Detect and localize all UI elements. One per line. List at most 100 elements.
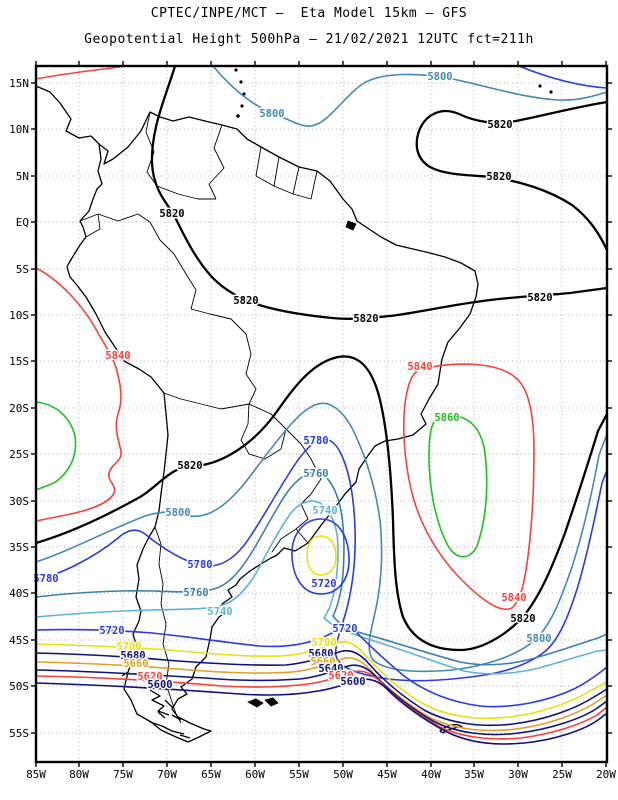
contour-5620-band	[35, 670, 608, 740]
contour-5760-main	[35, 471, 608, 666]
contour-label: 5860	[434, 412, 459, 424]
lat-tick-label: 10S	[9, 309, 29, 322]
coastlines	[35, 68, 553, 743]
contour-5860-west-high	[35, 401, 77, 491]
lon-tick-label: 50W	[333, 768, 353, 781]
contour-5640-band	[35, 664, 608, 736]
contour-label: 5820	[177, 460, 202, 472]
contour-label: 5600	[147, 679, 172, 691]
contour-label: 5740	[207, 606, 232, 618]
contour-label: 5620	[137, 671, 162, 683]
lat-tick-label: 50S	[9, 680, 29, 693]
contour-label: 5700	[311, 637, 336, 649]
lat-tick-label: 15S	[9, 355, 29, 368]
contour-5680-band	[35, 649, 608, 727]
contour-label: 5660	[123, 658, 148, 670]
contour-5660-band	[35, 657, 608, 732]
lat-tick-label: 10N	[9, 123, 29, 136]
contour-label: 5780	[187, 559, 212, 571]
contour-5700-cutoff-ring	[306, 535, 337, 576]
coastline-south-america	[66, 111, 479, 743]
lat-tick-label: 55S	[9, 727, 29, 740]
contour-5720-cutoff-ring	[291, 518, 350, 595]
contour-label: 5620	[328, 670, 353, 682]
axis-labels: 85W 80W 75W 70W 65W 60W 55W 50W 45W 40W 35W 30W 25W 2…	[9, 61, 616, 781]
chart-title: CPTEC/INPE/MCT – Eta Model 15km – GFS	[150, 6, 468, 21]
contour-5720-band	[35, 628, 608, 708]
lon-tick-label: 20W	[596, 768, 616, 781]
contour-label: 5780	[33, 573, 58, 585]
lat-tick-label: 20S	[9, 402, 29, 415]
lon-tick-label: 35W	[464, 768, 484, 781]
contour-label: 5760	[303, 468, 328, 480]
lon-tick-label: 55W	[289, 768, 309, 781]
contour-label: 5600	[340, 676, 365, 688]
coastline-central-america	[35, 85, 100, 145]
contour-label: 5800	[526, 633, 551, 645]
lon-tick-label: 40W	[421, 768, 441, 781]
lon-tick-label: 30W	[508, 768, 528, 781]
contour-label: 5820	[487, 119, 512, 131]
map-frame	[34, 64, 609, 764]
contour-label: 5820	[353, 313, 378, 325]
lon-tick-label: 85W	[26, 768, 46, 781]
contour-label: 5740	[312, 505, 337, 517]
chart-subtitle: Geopotential Height 500hPa – 21/02/2021 …	[84, 32, 534, 47]
contour-5820-tropical	[150, 64, 609, 320]
lon-tick-label: 25W	[552, 768, 572, 781]
lat-tick-label: 25S	[9, 448, 29, 461]
chart-titles: CPTEC/INPE/MCT – Eta Model 15km – GFS Ge…	[0, 0, 618, 47]
lat-tick-label: 35S	[9, 541, 29, 554]
contour-label: 5680	[120, 650, 145, 662]
lon-tick-label: 45W	[377, 768, 397, 781]
contour-label: 5660	[310, 656, 335, 668]
lat-tick-label: 15N	[9, 77, 29, 90]
contour-label: 5840	[501, 592, 526, 604]
contour-5840-west-coast	[35, 267, 122, 522]
lat-tick-label: 30S	[9, 495, 29, 508]
contour-label: 5720	[311, 578, 336, 590]
antilles-islands	[234, 68, 553, 118]
contour-label: 5820	[486, 171, 511, 183]
contour-5740-main	[35, 500, 608, 675]
lat-tick-label: 5S	[16, 263, 29, 276]
contour-label: 5800	[427, 71, 452, 83]
contour-labels: 5800 5800 5820 5820 5820 5820 5820 5820 5840 5840…	[32, 70, 554, 693]
contour-5780-northeast-corner	[518, 65, 608, 89]
contour-label: 5840	[407, 361, 432, 373]
contour-label: 5800	[259, 108, 284, 120]
contour-5860-atlantic-high	[428, 414, 488, 558]
lon-tick-label: 70W	[157, 768, 177, 781]
lon-tick-label: 60W	[245, 768, 265, 781]
contour-5840-atlantic-high	[403, 363, 535, 611]
contour-label: 5720	[99, 625, 124, 637]
contour-5800-north	[212, 65, 608, 127]
lat-tick-label: 40S	[9, 587, 29, 600]
contour-label: 5820	[159, 208, 184, 220]
contour-label: 5820	[527, 292, 552, 304]
contour-5600-band	[35, 678, 608, 745]
contour-label: 5700	[116, 641, 141, 653]
country-borders	[79, 111, 322, 724]
contour-5840-northwest	[35, 65, 129, 80]
lon-tick-label: 75W	[113, 768, 133, 781]
contour-label: 5820	[233, 295, 258, 307]
lon-tick-label: 80W	[69, 768, 89, 781]
lat-tick-label: EQ	[16, 216, 29, 229]
lon-tick-label: 65W	[201, 768, 221, 781]
lat-tick-label: 45S	[9, 634, 29, 647]
contour-5700-band	[35, 640, 608, 720]
contour-label: 5840	[105, 350, 130, 362]
contour-5820-northeast-tongue	[415, 100, 609, 252]
contour-label: 5720	[332, 623, 357, 635]
contour-5800-main	[35, 402, 608, 673]
contour-5820-main	[34, 355, 609, 652]
marajo-island	[345, 220, 357, 231]
contour-label: 5680	[308, 648, 333, 660]
lat-tick-label: 5N	[16, 170, 29, 183]
contour-label: 5820	[510, 613, 535, 625]
contour-label: 5640	[318, 663, 343, 675]
falkland-islands	[247, 697, 279, 708]
